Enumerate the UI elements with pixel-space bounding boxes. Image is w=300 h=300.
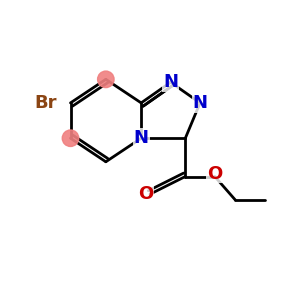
Text: N: N	[163, 73, 178, 91]
Circle shape	[62, 130, 79, 146]
Text: Br: Br	[35, 94, 57, 112]
Text: O: O	[138, 185, 153, 203]
Circle shape	[98, 71, 114, 88]
Text: N: N	[193, 94, 208, 112]
Text: N: N	[134, 129, 149, 147]
Text: O: O	[207, 165, 222, 183]
